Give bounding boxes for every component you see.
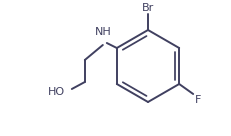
Text: Br: Br bbox=[141, 3, 153, 13]
Text: NH: NH bbox=[94, 27, 111, 37]
Text: HO: HO bbox=[48, 87, 64, 97]
Text: F: F bbox=[194, 95, 201, 105]
